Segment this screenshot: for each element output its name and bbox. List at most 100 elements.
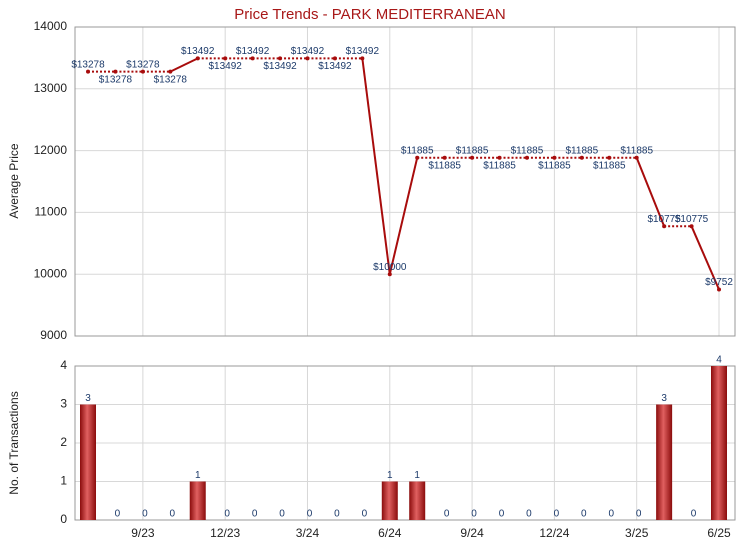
y-tick-label: 1 — [60, 474, 67, 488]
value-label: $13278 — [154, 74, 188, 85]
point — [223, 56, 228, 61]
y-tick-label: 9000 — [40, 328, 67, 342]
value-label: $11885 — [483, 160, 516, 171]
x-tick-label: 3/24 — [296, 526, 320, 540]
y-tick-label: 13000 — [34, 81, 68, 95]
line-segment — [690, 225, 720, 290]
x-tick-label: 9/24 — [460, 526, 484, 540]
value-label: $13492 — [291, 46, 325, 57]
point — [250, 56, 255, 61]
value-label: 4 — [716, 355, 722, 366]
point — [717, 287, 721, 292]
point — [140, 69, 145, 74]
y-tick-label: 10000 — [34, 266, 68, 280]
value-label: $11885 — [566, 145, 599, 156]
x-tick-label: 9/23 — [131, 526, 155, 540]
y-axis-label: Average Price — [7, 143, 21, 218]
point — [360, 56, 365, 61]
value-label: $13492 — [318, 61, 352, 72]
plot-frame — [74, 365, 736, 521]
value-label: $13492 — [208, 61, 242, 72]
value-label: $11885 — [593, 160, 626, 171]
bar — [409, 481, 426, 520]
value-label: 0 — [691, 509, 697, 520]
chart-title: Price Trends - PARK MEDITERRANEAN — [234, 6, 505, 23]
point — [86, 69, 90, 74]
value-label: $10000 — [373, 262, 407, 273]
value-label: $9752 — [705, 277, 733, 288]
value-label: $13278 — [126, 59, 160, 70]
value-label: 0 — [636, 509, 642, 520]
value-label: 0 — [444, 509, 450, 520]
value-label: 0 — [142, 509, 148, 520]
value-label: 1 — [195, 470, 201, 481]
x-tick-label: 12/23 — [210, 526, 240, 540]
value-label: $11885 — [511, 145, 544, 156]
point — [552, 155, 557, 160]
y-tick-label: 14000 — [34, 19, 68, 33]
point — [524, 155, 529, 160]
plot-frame — [74, 26, 736, 337]
point — [305, 56, 310, 61]
bar — [189, 481, 206, 520]
y-axis-label: No. of Transactions — [7, 391, 21, 494]
y-tick-label: 2 — [60, 435, 67, 449]
bar — [656, 404, 673, 520]
point — [332, 56, 337, 61]
line-segment — [635, 157, 666, 227]
value-label: 0 — [252, 509, 258, 520]
value-label: 0 — [307, 509, 313, 520]
y-tick-label: 0 — [60, 512, 67, 526]
x-tick-label: 6/25 — [707, 526, 731, 540]
point — [278, 56, 283, 61]
point — [689, 224, 694, 229]
value-label: $13278 — [71, 59, 105, 70]
value-label: 1 — [414, 470, 420, 481]
value-label: $13492 — [263, 61, 297, 72]
point — [662, 224, 667, 229]
value-label: 0 — [224, 509, 230, 520]
value-label: 0 — [581, 509, 587, 520]
point — [634, 155, 639, 160]
point — [113, 69, 118, 74]
value-label: 0 — [334, 509, 340, 520]
point — [579, 155, 584, 160]
value-label: $10775 — [647, 214, 681, 225]
value-label: 1 — [387, 470, 393, 481]
value-label: 0 — [526, 509, 532, 520]
value-label: $11885 — [428, 160, 461, 171]
x-tick-label: 3/25 — [625, 526, 649, 540]
value-label: $11885 — [456, 145, 489, 156]
bar — [80, 404, 96, 520]
line-segment — [169, 57, 199, 73]
value-label: 0 — [471, 509, 477, 520]
bar — [381, 481, 398, 520]
value-label: $13492 — [346, 46, 380, 57]
point — [387, 272, 392, 277]
point — [195, 56, 200, 61]
value-label: 0 — [115, 509, 121, 520]
point — [607, 155, 612, 160]
value-label: $11885 — [401, 145, 434, 156]
value-label: 0 — [362, 509, 368, 520]
value-label: 3 — [661, 393, 667, 404]
value-label: 0 — [279, 509, 285, 520]
value-label: $13492 — [236, 46, 270, 57]
value-label: $10775 — [675, 214, 709, 225]
value-label: $13492 — [181, 46, 215, 57]
y-tick-label: 11000 — [35, 205, 68, 219]
value-label: 0 — [554, 509, 560, 520]
point — [415, 155, 420, 160]
value-label: 0 — [170, 509, 176, 520]
y-tick-label: 4 — [60, 358, 67, 372]
point — [470, 155, 475, 160]
value-label: $11885 — [538, 160, 571, 171]
point — [442, 155, 447, 160]
y-tick-label: 12000 — [34, 143, 68, 157]
value-label: 0 — [608, 509, 614, 520]
line-segment — [361, 58, 391, 275]
point — [497, 155, 502, 160]
line-segment — [388, 157, 419, 275]
value-label: 3 — [85, 393, 91, 404]
x-tick-label: 6/24 — [378, 526, 402, 540]
